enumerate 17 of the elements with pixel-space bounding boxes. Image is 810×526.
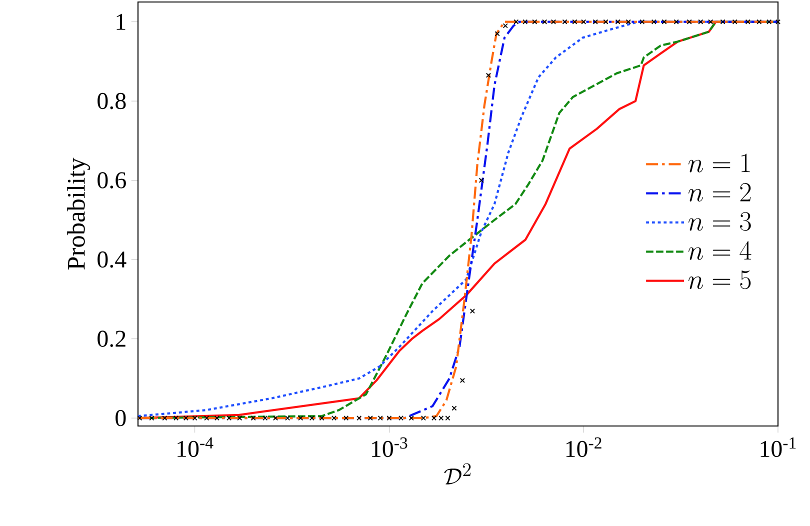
legend-label: $n = 2$ <box>688 182 751 202</box>
y-tick-label: 0.6 <box>98 172 126 188</box>
legend-label: $n = 4$ <box>688 241 752 260</box>
legend-label: $n = 1$ <box>688 154 750 172</box>
x-tick-label: 10$^{-3}$ <box>372 437 408 458</box>
legend-label: $n = 3$ <box>688 212 751 231</box>
x-tick-label: 10$^{-4}$ <box>178 437 214 458</box>
y-axis-title: Probability <box>67 158 90 270</box>
x-tick-label: 10$^{-1}$ <box>760 437 796 458</box>
legend-label: $n = 5$ <box>688 270 751 290</box>
x-tick-label: 10$^{-2}$ <box>566 437 602 458</box>
y-tick-label: 0 <box>116 410 126 426</box>
y-tick-label: 1 <box>116 14 126 30</box>
y-tick-label: 0.4 <box>98 251 126 268</box>
x-axis-title: $\mathcal{D}^2$ <box>444 463 471 484</box>
y-tick-label: 0.2 <box>98 330 126 347</box>
y-tick-label: 0.8 <box>98 92 126 110</box>
